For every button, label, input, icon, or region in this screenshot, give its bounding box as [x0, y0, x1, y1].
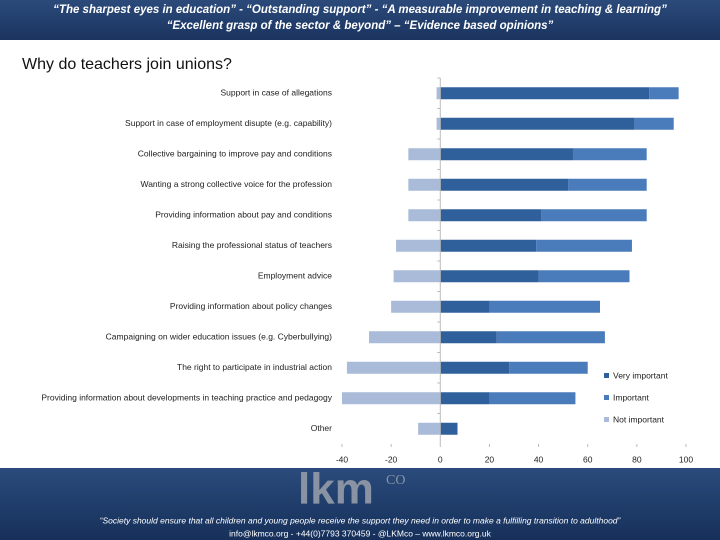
header-line: “Excellent grasp of the sector & beyond”…	[167, 20, 554, 32]
logo-suffix: CO	[386, 473, 405, 488]
bar	[440, 239, 537, 252]
x-tick-label: 60	[583, 454, 593, 464]
bar	[538, 270, 630, 283]
bar	[440, 178, 569, 191]
legend-swatch	[604, 417, 609, 422]
legend-swatch	[604, 373, 609, 378]
legend-label: Very important	[613, 370, 668, 380]
bar	[396, 239, 441, 252]
category-label: Collective bargaining to improve pay and…	[138, 149, 332, 159]
bar	[436, 117, 441, 130]
logo: lkm	[298, 465, 374, 514]
bar	[440, 331, 497, 344]
legend-label: Important	[613, 392, 650, 402]
bar	[568, 178, 647, 191]
bar	[418, 422, 441, 435]
bar	[393, 270, 441, 283]
bar	[572, 148, 647, 161]
category-label: The right to participate in industrial a…	[177, 362, 332, 372]
x-tick-label: -20	[385, 454, 398, 464]
bar	[440, 148, 573, 161]
bar	[634, 117, 674, 130]
bar	[649, 87, 679, 100]
category-label: Employment advice	[258, 271, 332, 281]
bar	[489, 300, 600, 313]
chart-title: Why do teachers join unions?	[22, 56, 232, 73]
bar	[440, 270, 539, 283]
bar	[436, 87, 441, 100]
bar	[440, 422, 458, 435]
bar	[440, 361, 510, 374]
footer-band	[0, 468, 720, 540]
bar	[440, 392, 490, 405]
bar	[440, 87, 650, 100]
category-label: Other	[311, 423, 332, 433]
bar	[509, 361, 588, 374]
x-tick-label: 40	[534, 454, 544, 464]
bar	[440, 300, 490, 313]
bar	[440, 117, 635, 130]
category-label: Providing information about developments…	[41, 393, 332, 403]
bar	[541, 209, 647, 222]
bar	[408, 178, 441, 191]
bar	[536, 239, 632, 252]
category-label: Support in case of employment disupte (e…	[125, 118, 332, 128]
legend-label: Not important	[613, 414, 665, 424]
footer-contact: info@lkmco.org - +44(0)7793 370459 - @LK…	[229, 528, 491, 538]
header-line: “The sharpest eyes in education” - “Outs…	[53, 4, 667, 16]
bar	[369, 331, 441, 344]
bar	[408, 148, 441, 161]
bar	[408, 209, 441, 222]
footer-quote: “Society should ensure that all children…	[100, 515, 622, 525]
category-label: Providing information about policy chang…	[170, 301, 332, 311]
plot: -40 -20 0 20 40 60 80 100 Support in case of all…	[41, 77, 693, 464]
x-tick-label: 80	[632, 454, 642, 464]
bar	[342, 392, 441, 405]
bar	[496, 331, 605, 344]
category-label: Wanting a strong collective voice for th…	[140, 179, 332, 189]
x-tick-label: 100	[679, 454, 693, 464]
x-tick-label: 0	[438, 454, 443, 464]
bar	[489, 392, 576, 405]
x-tick-label: 20	[485, 454, 495, 464]
x-tick-label: -40	[336, 454, 349, 464]
bar	[346, 361, 441, 374]
category-label: Campaigning on wider education issues (e…	[106, 332, 332, 342]
bar	[391, 300, 441, 313]
legend-swatch	[604, 395, 609, 400]
bar	[440, 209, 542, 222]
category-label: Raising the professional status of teach…	[172, 240, 332, 250]
header-band	[0, 0, 720, 40]
category-label: Providing information about pay and cond…	[155, 210, 332, 220]
category-label: Support in case of allegations	[220, 88, 332, 98]
